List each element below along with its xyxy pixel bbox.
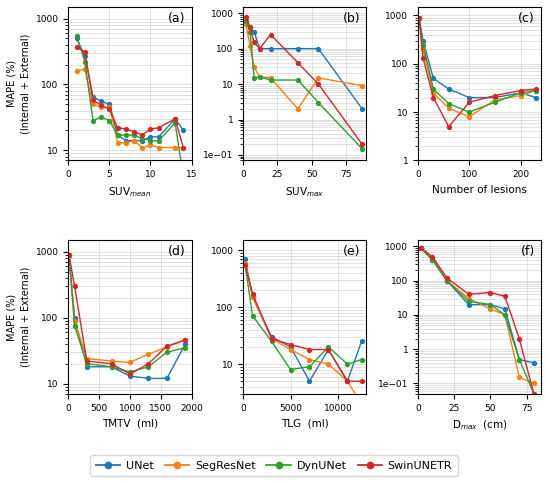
Text: (f): (f) bbox=[521, 245, 535, 258]
X-axis label: Number of lesions: Number of lesions bbox=[432, 185, 527, 195]
Legend: UNet, SegResNet, DynUNet, SwinUNETR: UNet, SegResNet, DynUNet, SwinUNETR bbox=[90, 455, 458, 476]
X-axis label: TMTV  (ml): TMTV (ml) bbox=[102, 418, 158, 428]
X-axis label: SUV$_{mean}$: SUV$_{mean}$ bbox=[108, 185, 152, 199]
Y-axis label: MAPE (%)
(Internal + External): MAPE (%) (Internal + External) bbox=[7, 34, 30, 134]
Y-axis label: MAPE (%)
(Internal + External): MAPE (%) (Internal + External) bbox=[7, 267, 30, 367]
Text: (a): (a) bbox=[168, 12, 185, 25]
Text: (e): (e) bbox=[342, 245, 360, 258]
Text: (c): (c) bbox=[518, 12, 535, 25]
X-axis label: TLG  (ml): TLG (ml) bbox=[281, 418, 329, 428]
Text: (b): (b) bbox=[342, 12, 360, 25]
Text: (d): (d) bbox=[168, 245, 185, 258]
X-axis label: SUV$_{max}$: SUV$_{max}$ bbox=[285, 185, 324, 199]
X-axis label: D$_{max}$  (cm): D$_{max}$ (cm) bbox=[452, 418, 507, 432]
